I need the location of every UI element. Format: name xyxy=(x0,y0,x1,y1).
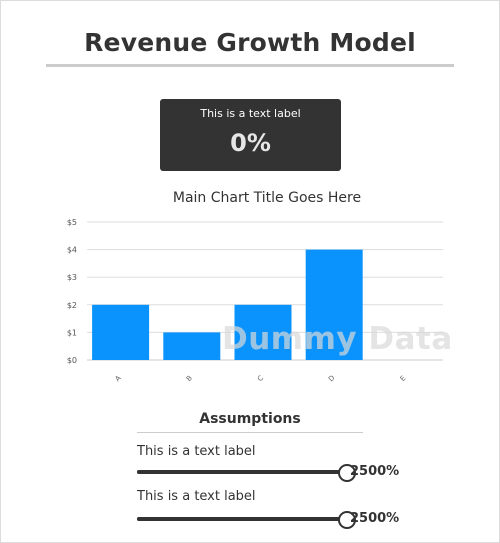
bar-b xyxy=(163,332,221,360)
slider-1[interactable] xyxy=(137,463,356,482)
x-tick-label: C xyxy=(256,374,265,383)
slider-1-value: 2500% xyxy=(350,464,400,479)
y-tick-label: $5 xyxy=(67,218,77,227)
slider-1-thumb[interactable] xyxy=(338,464,356,482)
x-tick-label: E xyxy=(399,374,408,383)
bar-a xyxy=(92,304,150,360)
slider-2-thumb[interactable] xyxy=(338,511,356,529)
y-tick-label: $2 xyxy=(67,301,77,310)
slider-1-fill xyxy=(137,470,347,474)
assumptions-divider xyxy=(137,432,363,433)
assumptions-title: Assumptions xyxy=(199,411,301,427)
chart-title: Main Chart Title Goes Here xyxy=(172,190,362,206)
x-tick-label: A xyxy=(114,374,123,383)
bar-c xyxy=(234,304,292,360)
slider-2-fill xyxy=(137,517,347,521)
y-tick-label: $4 xyxy=(67,246,77,255)
kpi-value: 0% xyxy=(230,129,271,157)
slider-1-label: This is a text label xyxy=(137,444,256,459)
x-tick-label: B xyxy=(185,374,194,383)
slider-2-value: 2500% xyxy=(350,511,400,526)
y-tick-label: $3 xyxy=(67,273,77,282)
slider-2[interactable] xyxy=(137,510,356,529)
title-divider xyxy=(46,64,454,67)
page-title: Revenue Growth Model xyxy=(84,28,416,57)
bar-d xyxy=(305,249,363,360)
bar-chart: $0 $1 $2 $3 $4 $5 A B C D E xyxy=(67,218,443,383)
kpi-card: This is a text label 0% xyxy=(160,99,341,171)
x-tick-label: D xyxy=(327,374,336,383)
watermark-text: Dummy Data xyxy=(222,321,453,357)
kpi-label: This is a text label xyxy=(200,107,301,120)
y-tick-label: $1 xyxy=(67,328,77,337)
y-tick-label: $0 xyxy=(67,356,77,365)
slider-2-label: This is a text label xyxy=(137,489,256,504)
